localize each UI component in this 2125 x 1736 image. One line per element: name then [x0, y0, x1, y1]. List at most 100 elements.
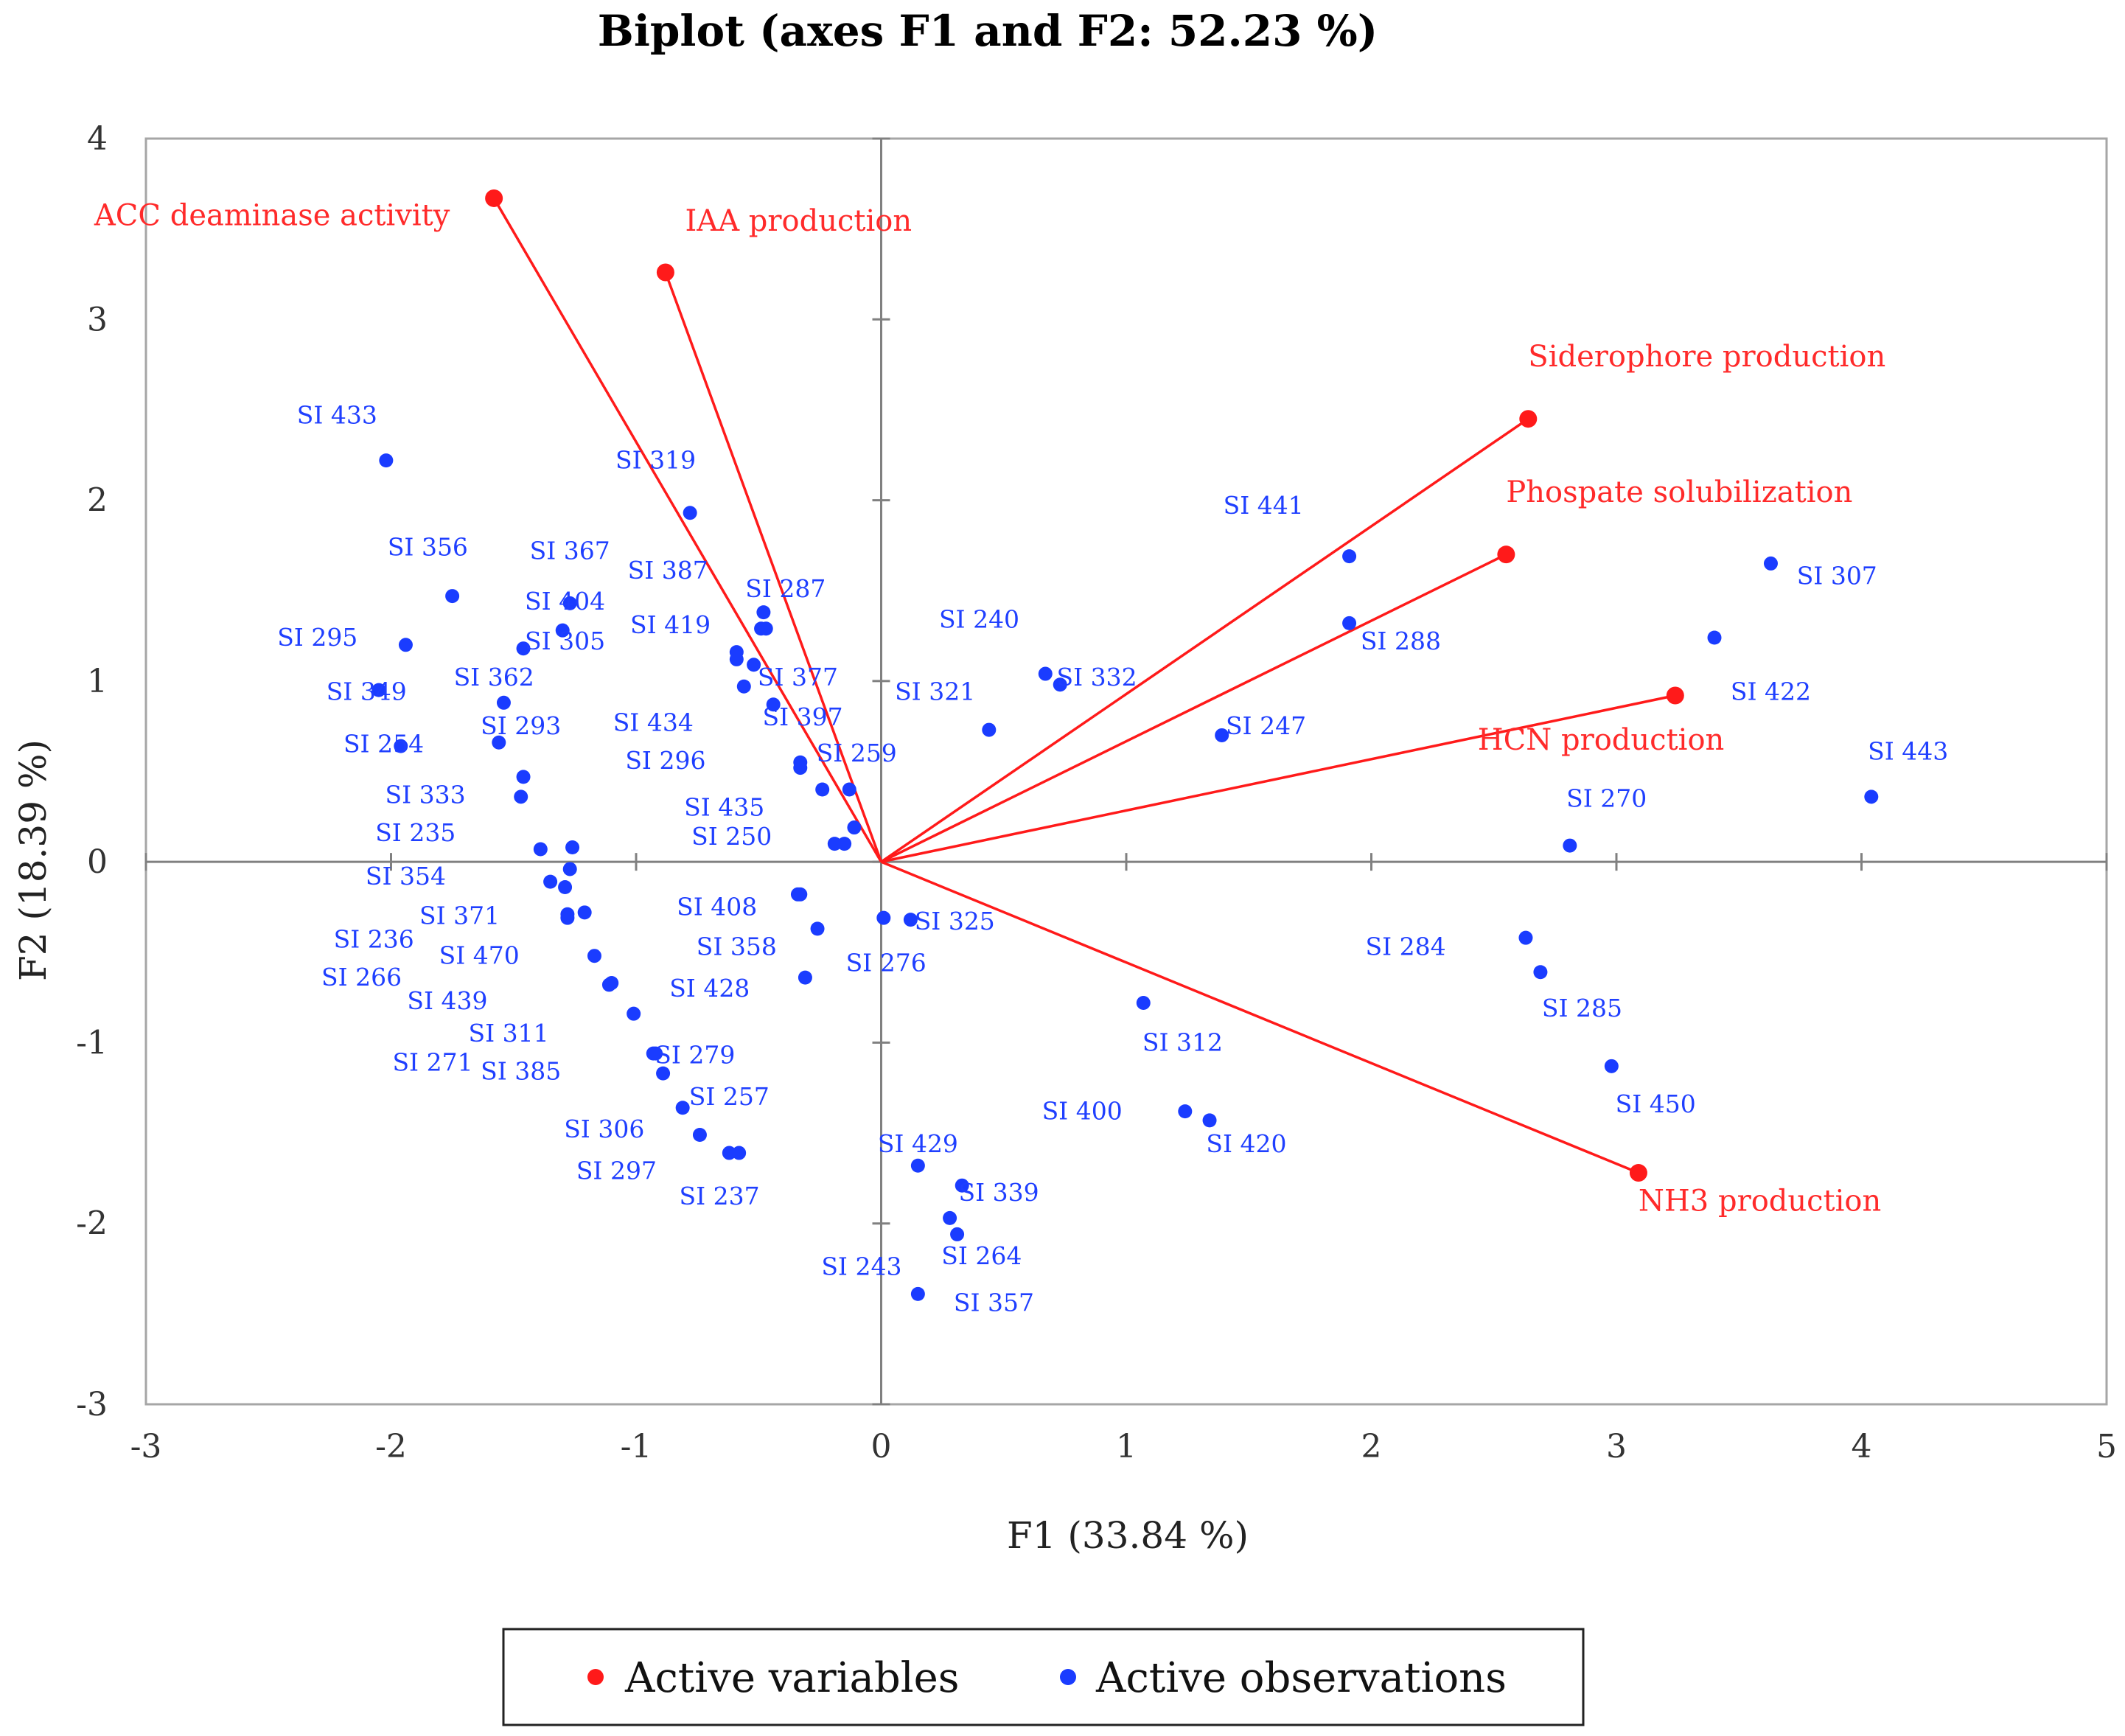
y-tick-label: -2: [76, 1205, 108, 1243]
variable-label: NH3 production: [1639, 1185, 1881, 1219]
observation-label: SI 285: [1542, 994, 1622, 1022]
observation-label: SI 312: [1142, 1028, 1223, 1056]
variable-point: [656, 263, 674, 282]
observation-point: [736, 679, 751, 694]
observation-label: SI 325: [915, 907, 995, 935]
x-tick-label: -3: [130, 1428, 162, 1465]
observation-point: [793, 761, 808, 775]
observation-label: SI 247: [1226, 711, 1306, 740]
observation-label: SI 306: [564, 1115, 644, 1143]
observation-point: [543, 874, 558, 889]
observation-point: [627, 1006, 641, 1021]
observation-point: [562, 596, 577, 610]
variable-point: [485, 189, 503, 207]
observation-point: [398, 638, 413, 652]
observation-label: SI 371: [419, 902, 500, 930]
observation-point: [982, 722, 997, 737]
observation-point: [827, 837, 842, 851]
variable-label: Siderophore production: [1528, 340, 1885, 374]
plot-border: [144, 137, 2108, 1406]
observation-point: [371, 683, 386, 697]
chart-title: Biplot (axes F1 and F2: 52.23 %): [598, 6, 1378, 56]
x-tick-label: 3: [1606, 1428, 1627, 1465]
observation-point: [565, 840, 580, 855]
observation-point: [910, 1158, 925, 1173]
observation-point: [876, 910, 891, 925]
observation-point: [555, 623, 570, 638]
observation-label: SI 279: [655, 1041, 735, 1070]
observation-point: [577, 905, 592, 920]
observation-point: [847, 820, 862, 835]
observation-label: SI 319: [615, 446, 696, 475]
observation-label: SI 332: [1057, 663, 1137, 691]
observation-points: SI 433 SI 356 SI 319 SI 367 SI 387 SI 404 SI 2…: [277, 400, 1948, 1317]
variable-vector: [880, 860, 1639, 1174]
observation-label: SI 419: [630, 610, 711, 639]
observation-point: [729, 652, 744, 666]
observation-label: SI 354: [366, 862, 446, 890]
y-tick-label: 1: [87, 663, 108, 700]
observation-label: SI 400: [1042, 1097, 1123, 1126]
observation-point: [798, 970, 812, 985]
observation-point: [1518, 930, 1533, 945]
observation-point: [492, 735, 506, 750]
observation-label: SI 293: [481, 711, 561, 740]
observation-point: [601, 977, 616, 992]
observation-label: SI 404: [525, 587, 605, 616]
y-tick-label: 3: [87, 301, 108, 338]
variable-vector: [881, 694, 1676, 863]
observation-point: [1707, 630, 1722, 645]
y-tick-label: 4: [87, 120, 108, 158]
variable-label: IAA production: [685, 204, 913, 238]
observation-label: SI 297: [576, 1157, 657, 1185]
plot-area: [144, 137, 2108, 1406]
observation-label: SI 422: [1731, 677, 1811, 706]
observation-label: SI 288: [1361, 627, 1441, 655]
observation-label: SI 439: [407, 986, 487, 1015]
variable-vector: [492, 198, 883, 863]
observation-label: SI 271: [392, 1047, 472, 1076]
observation-point: [756, 605, 771, 620]
x-tick-label: -1: [621, 1428, 652, 1465]
observation-label: SI 311: [469, 1019, 549, 1047]
observation-label: SI 387: [628, 556, 708, 585]
observation-label: SI 377: [758, 663, 838, 691]
observation-label: SI 428: [669, 974, 750, 1003]
observation-point: [722, 1146, 736, 1160]
observation-point: [950, 1227, 965, 1241]
observation-point: [646, 1046, 660, 1061]
observation-label: SI 358: [697, 932, 777, 961]
x-tick-label: 1: [1116, 1428, 1137, 1465]
observation-point: [558, 879, 573, 894]
observation-point: [1202, 1113, 1217, 1128]
observation-point: [1342, 616, 1357, 630]
observation-label: SI 441: [1224, 491, 1304, 520]
observation-point: [1136, 995, 1151, 1010]
observation-label: SI 235: [375, 818, 456, 847]
observation-point: [496, 695, 511, 710]
observation-label: SI 307: [1797, 562, 1877, 590]
y-axis-label: F2 (18.39 %): [12, 739, 55, 981]
observation-label: SI 420: [1206, 1129, 1286, 1158]
legend-box: [502, 1628, 1585, 1726]
x-axis-label: F1 (33.84 %): [1007, 1514, 1249, 1557]
observation-label: SI 435: [684, 793, 764, 822]
observation-point: [1215, 728, 1229, 742]
variable-vector: [880, 417, 1529, 863]
observation-point: [790, 887, 805, 902]
observation-point: [810, 921, 825, 936]
variable-point: [1497, 545, 1515, 564]
observation-label: SI 284: [1365, 932, 1445, 961]
observation-label: SI 362: [454, 663, 534, 691]
y-tick-label: 0: [87, 843, 108, 881]
observation-point: [1864, 789, 1879, 804]
x-tick-label: 5: [2096, 1428, 2117, 1465]
legend: Active variables Active observations: [502, 1628, 1585, 1726]
variable-point: [1629, 1164, 1647, 1182]
observation-label: SI 333: [385, 780, 465, 809]
observation-point: [379, 453, 394, 468]
observation-label: SI 305: [525, 627, 605, 655]
observation-label: SI 264: [941, 1241, 1022, 1270]
observation-label: SI 266: [321, 963, 402, 991]
legend-marker-active-observations: [1060, 1669, 1076, 1685]
